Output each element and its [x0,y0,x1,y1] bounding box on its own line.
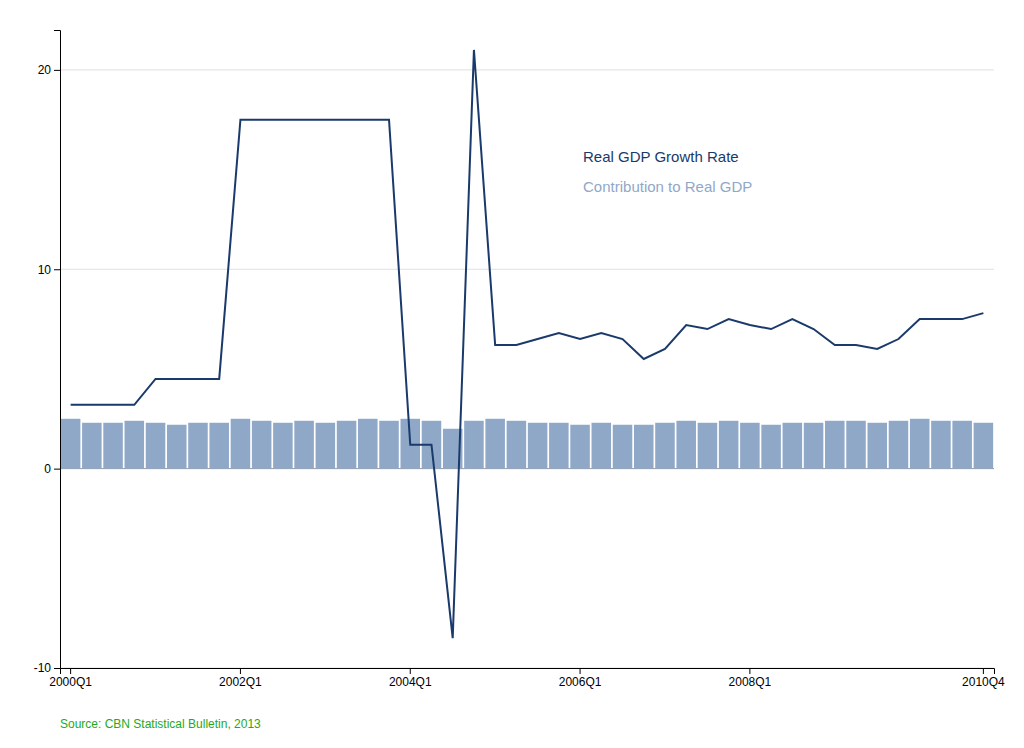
x-tick-label: 2000Q1 [49,675,92,689]
x-tick: 2000Q1 [49,668,92,689]
x-tick: 2008Q1 [729,668,772,689]
annotation: Source: CBN Statistical Bulletin, 2013 [60,717,261,731]
bar [592,423,612,469]
x-tick-label: 2008Q1 [729,675,772,689]
bar [273,423,293,469]
bar [103,423,123,469]
bar [931,421,951,469]
x-tick-label: 2004Q1 [389,675,432,689]
bar [316,423,336,469]
y-tick: -10 [34,661,60,675]
bar [952,421,972,469]
bar [698,423,718,469]
bar [528,423,548,469]
bar [337,421,357,469]
x-tick: 2006Q1 [559,668,602,689]
y-tick: 0 [44,462,60,476]
bar [231,419,251,469]
bar [167,425,187,469]
bar [125,421,145,469]
bar [146,423,166,469]
line [71,50,984,638]
bar [761,425,781,469]
x-tick: 2002Q1 [219,668,262,689]
x-tick: 2004Q1 [389,668,432,689]
bar [846,421,866,469]
y-tick-mark [54,269,60,270]
y-tick-label: 10 [38,263,52,277]
bar [507,421,527,469]
bar [867,423,887,469]
legend-label: Real GDP Growth Rate [583,148,739,165]
bar [910,419,930,469]
bar [783,423,803,469]
bar [464,421,484,469]
y-tick-label: 0 [44,462,51,476]
bar [549,423,569,469]
x-tick-mark [70,668,71,674]
bar [655,423,675,469]
x-tick-mark [240,668,241,674]
y-tick-mark [54,668,60,669]
y-tick-mark [54,469,60,470]
x-tick-mark [749,668,750,674]
plot: 2000Q1 2002Q1 2004Q1 2006Q1 2008Q1 2010Q4 -10 0… [34,31,1005,689]
bar [61,419,81,469]
bar [889,421,909,469]
grid-line [60,269,994,270]
bar [252,421,272,469]
marks [61,50,993,638]
bar [358,419,378,469]
x-tick-mark [580,668,581,674]
legend: Real GDP Growth Rate Contribution to Real… [583,148,752,195]
grid [60,70,994,668]
legend-label: Contribution to Real GDP [583,178,752,195]
bar [740,423,760,469]
x-axis-line [61,669,995,675]
x-tick-mark [410,668,411,674]
bar [676,421,696,469]
x-axis: 2000Q1 2002Q1 2004Q1 2006Q1 2008Q1 2010Q4 [49,668,1005,689]
bar-series [61,419,993,469]
bar [82,423,102,469]
bar [294,421,314,469]
grid-line [60,69,994,70]
bar [209,423,229,469]
x-tick-label: 2006Q1 [559,675,602,689]
y-tick: 20 [38,63,60,77]
bar [188,423,208,469]
bar [825,421,845,469]
chart: 2000Q1 2002Q1 2004Q1 2006Q1 2008Q1 2010Q4 -10 0… [0,0,1024,748]
y-tick-label: -10 [34,661,52,675]
bar [719,421,739,469]
x-tick-mark [983,668,984,674]
bar [485,419,505,469]
y-axis: -10 0 10 20 [34,31,61,676]
x-tick-label: 2002Q1 [219,675,262,689]
y-axis-line [54,31,61,669]
x-tick-label: 2010Q4 [962,675,1005,689]
bar [570,425,590,469]
bar [974,423,994,469]
bar [379,421,399,469]
y-tick: 10 [38,263,60,277]
y-tick-label: 20 [38,63,52,77]
bar [613,425,633,469]
bar [804,423,824,469]
y-tick-mark [54,70,60,71]
bar [634,425,654,469]
x-tick: 2010Q4 [962,668,1005,689]
